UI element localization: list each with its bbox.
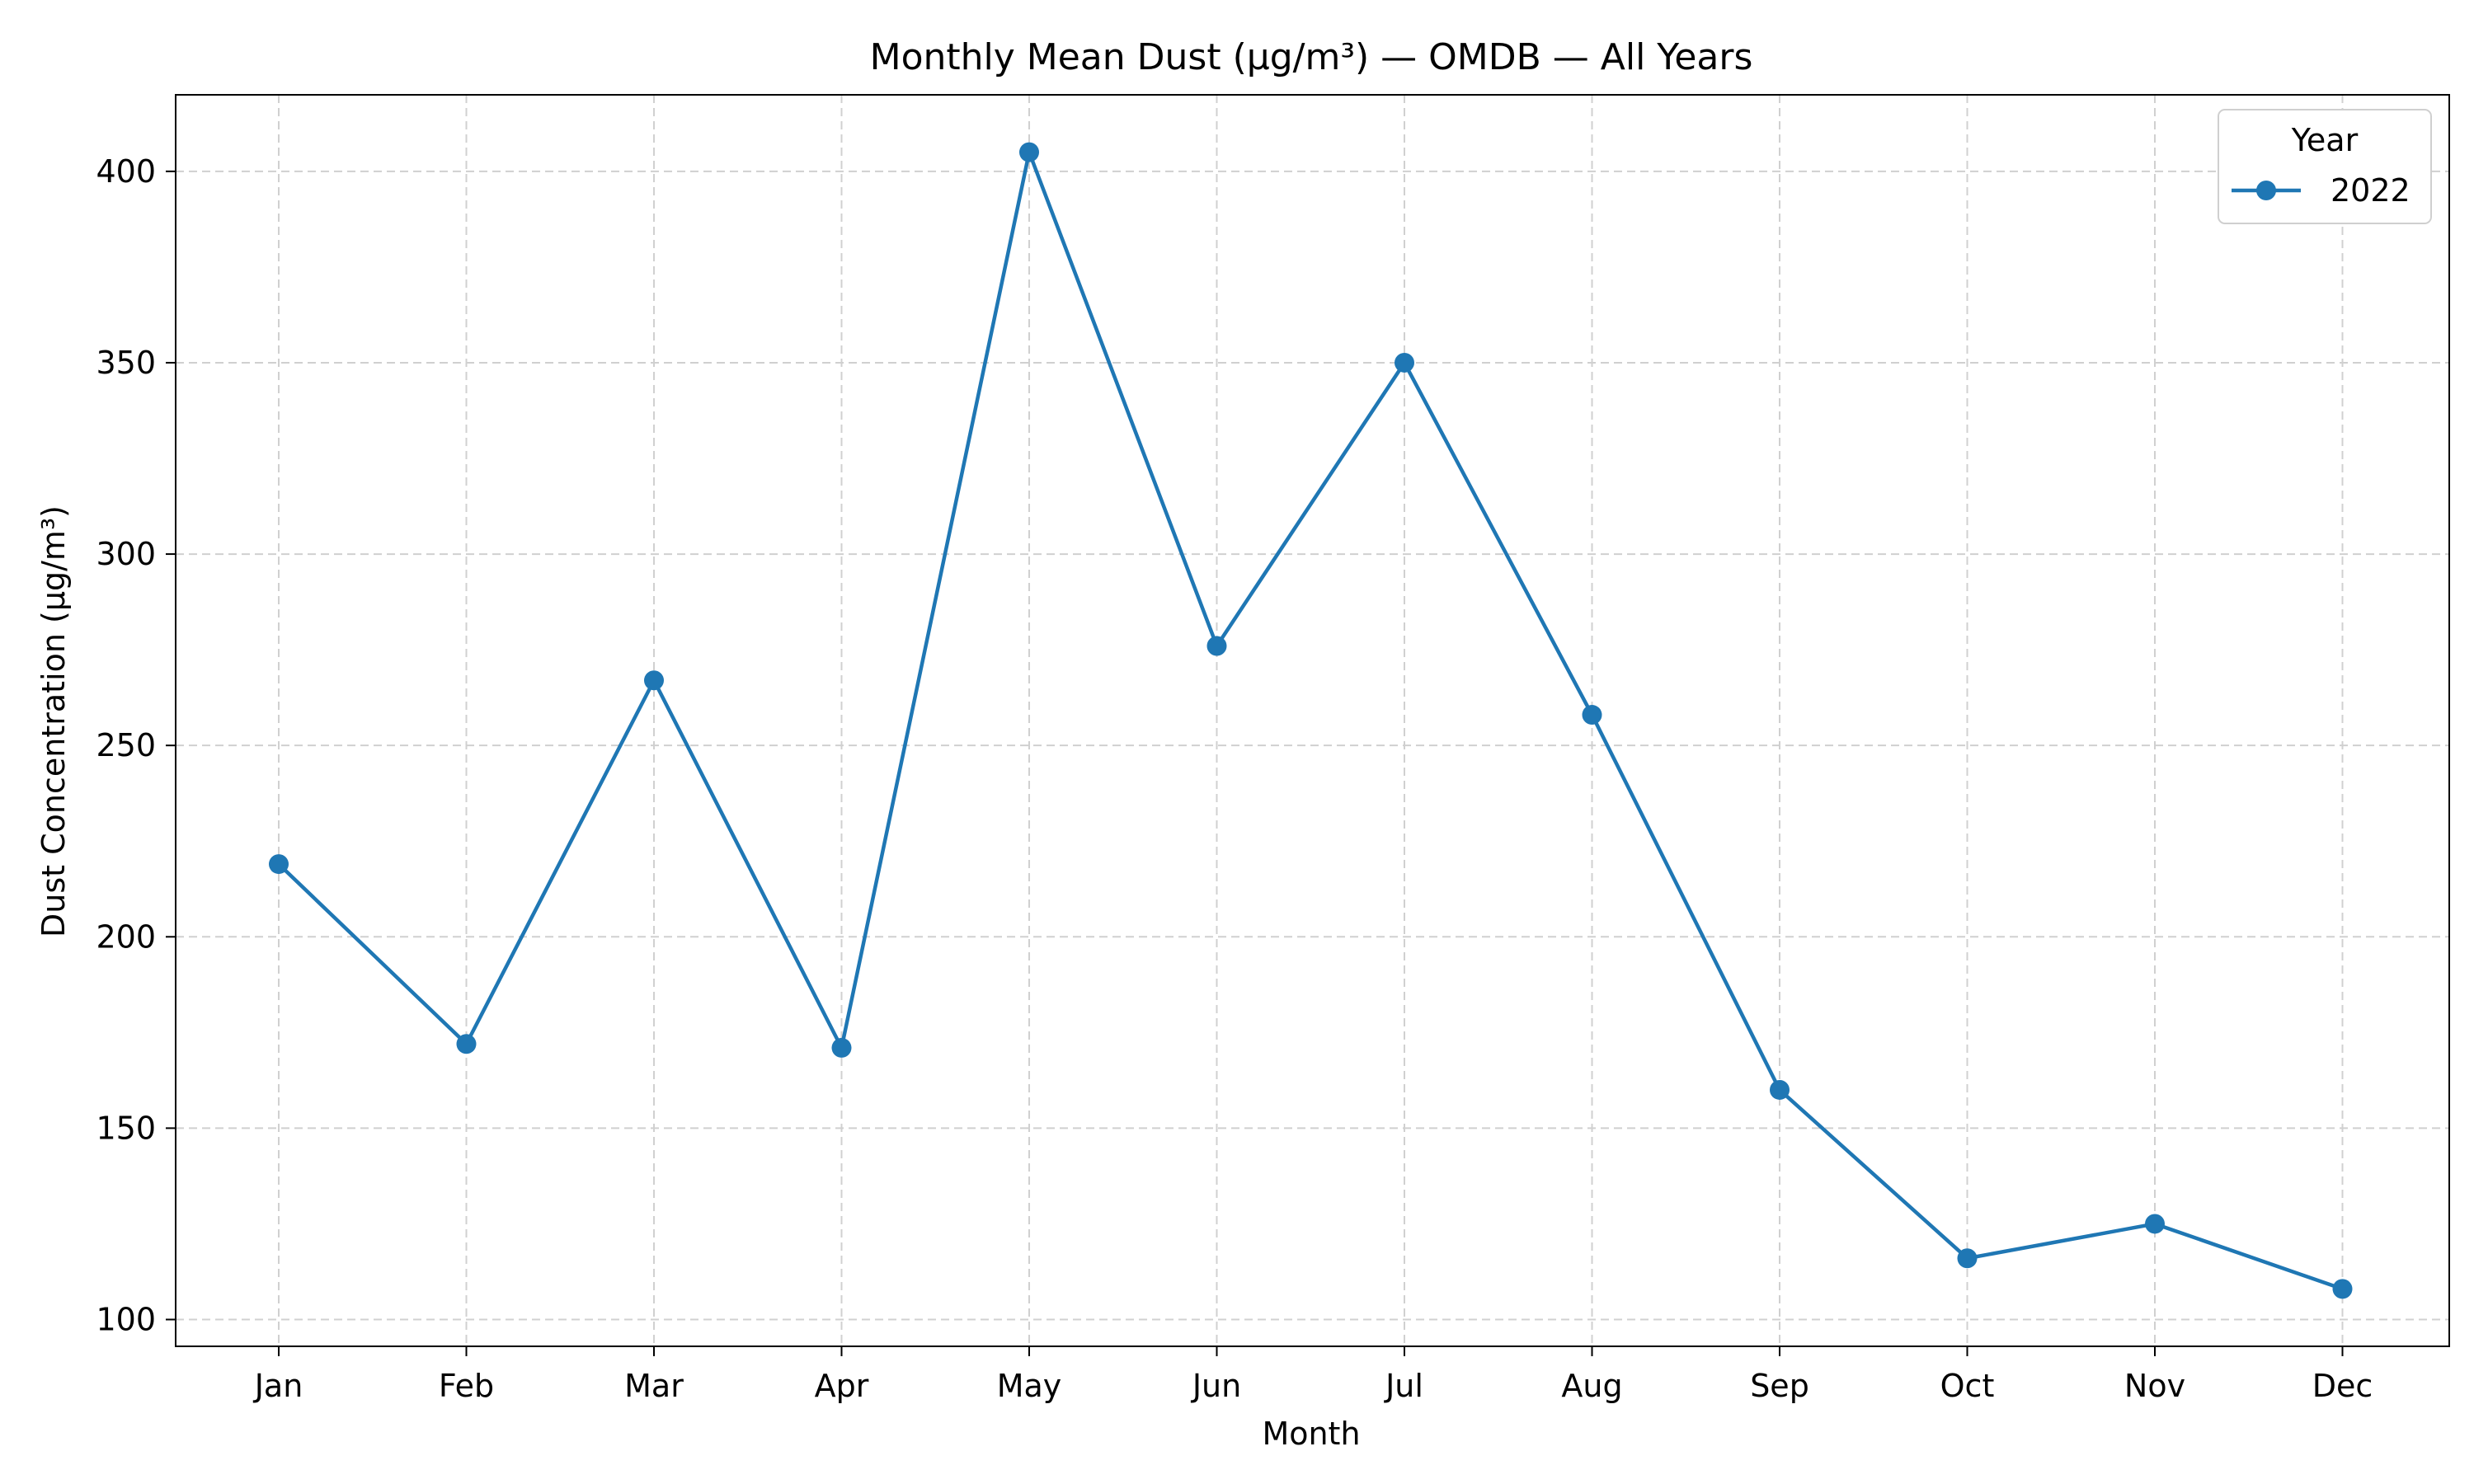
x-tick-label: Apr [815,1368,869,1404]
data-point [1957,1248,1978,1269]
legend-marker-2022 [2256,181,2276,200]
series-line-2022 [276,150,2345,1291]
legend-title: Year [2291,122,2359,158]
y-tick-label: 300 [96,536,156,572]
x-tick-label: Jun [1191,1368,1241,1404]
x-tick-label: May [997,1368,1062,1404]
data-point [2332,1279,2353,1299]
data-point [644,670,664,691]
y-tick-label: 150 [96,1110,156,1146]
axis-ticks: Jan Feb Mar Apr May Jun Jul Aug Sep Oct Nov Dec 100 1… [96,153,2373,1404]
y-tick-label: 350 [96,345,156,381]
x-tick-label: Mar [624,1368,684,1404]
y-tick-label: 200 [96,918,156,955]
chart-title: Monthly Mean Dust (µg/m³) — OMDB — All Y… [870,36,1753,78]
x-tick-label: Oct [1940,1368,1995,1404]
y-tick-label: 100 [96,1302,156,1338]
y-tick-label: 400 [96,153,156,190]
grid-layer [176,95,2449,1346]
x-tick-label: Sep [1750,1368,1809,1404]
data-point [2145,1214,2165,1234]
y-tick-label: 250 [96,727,156,763]
x-tick-label: Dec [2312,1368,2373,1404]
data-point [456,1034,477,1054]
x-tick-label: Aug [1561,1368,1622,1404]
x-tick-label: Jul [1384,1368,1423,1404]
x-tick-label: Jan [253,1368,303,1404]
x-tick-label: Feb [439,1368,494,1404]
data-point [1395,352,1414,373]
data-point [269,854,289,875]
data-point [1770,1079,1790,1100]
data-point [831,1037,852,1058]
legend: Year 2022 [2218,109,2432,224]
y-axis-label: Dust Concentration (µg/m³) [35,505,72,937]
plot-frame [175,94,2450,1347]
data-point [1582,705,1602,726]
x-tick-label: Nov [2124,1368,2185,1404]
x-axis-label: Month [1262,1416,1360,1452]
legend-label-2022: 2022 [2331,172,2411,209]
data-point [1206,636,1227,656]
series-layer [269,142,2353,1299]
data-point [1019,142,1039,162]
